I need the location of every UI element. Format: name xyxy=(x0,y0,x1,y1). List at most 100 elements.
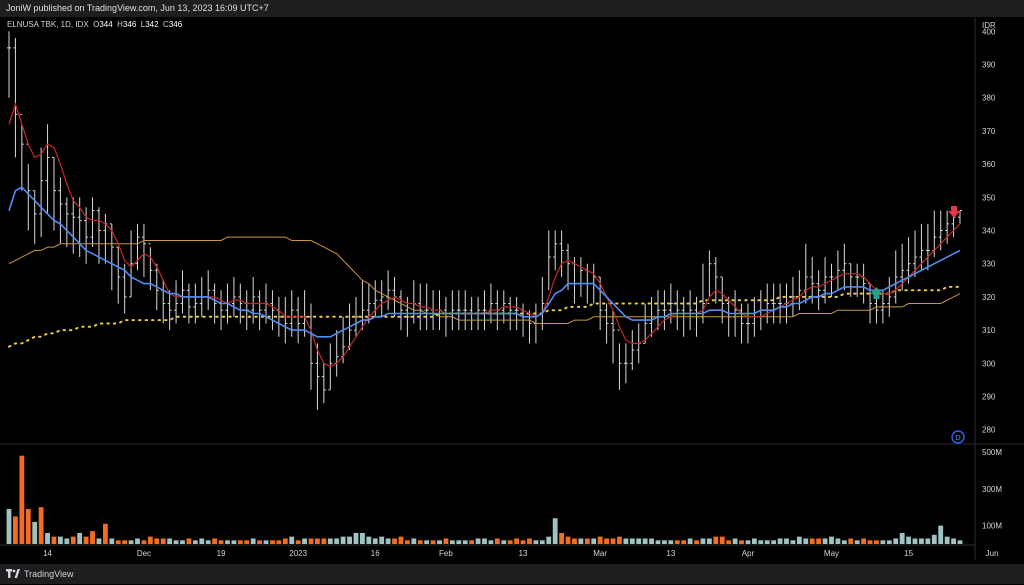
ohlc-bar xyxy=(206,270,211,311)
volume-bar xyxy=(276,540,282,544)
ohlc-bar xyxy=(32,190,37,244)
volume-bar xyxy=(584,538,590,544)
footer-brand[interactable]: TradingView xyxy=(24,569,74,579)
ohlc-bar xyxy=(790,276,795,317)
volume-bar xyxy=(154,538,160,544)
price-tick-label: 280 xyxy=(982,426,996,435)
ohlc-bar xyxy=(456,290,461,331)
volume-bar xyxy=(6,509,12,544)
volume-bar xyxy=(404,540,410,544)
ohlc-bar xyxy=(443,296,448,337)
currency-label: IDR xyxy=(982,21,996,30)
volume-bar xyxy=(360,532,365,544)
volume-bar xyxy=(572,538,577,544)
ohlc-bar xyxy=(733,290,738,337)
volume-bar xyxy=(777,538,783,544)
volume-bar xyxy=(57,536,63,544)
ohlc-bar xyxy=(546,230,551,305)
volume-bar xyxy=(494,538,500,544)
volume-bar xyxy=(225,540,230,544)
volume-bar xyxy=(527,538,532,544)
volume-bar xyxy=(809,538,815,544)
ohlc-bar xyxy=(611,310,616,364)
volume-bar xyxy=(565,536,571,544)
ohlc-bar xyxy=(720,276,725,324)
ohlc-bar xyxy=(321,363,326,404)
volume-bar xyxy=(186,538,192,544)
volume-bar xyxy=(893,538,899,544)
ohlc-bar xyxy=(649,296,654,337)
volume-bar xyxy=(295,540,301,544)
price-tick-label: 300 xyxy=(982,359,996,368)
close-label: C xyxy=(163,20,169,29)
volume-bar xyxy=(321,538,327,544)
volume-bar xyxy=(25,509,31,544)
ohlc-bar xyxy=(193,283,198,324)
volume-bar xyxy=(244,540,250,544)
badge-ring xyxy=(951,430,965,444)
volume-bar xyxy=(19,455,25,544)
down-arrow-shape xyxy=(948,206,960,218)
tradingview-logo-icon[interactable] xyxy=(6,565,20,585)
ohlc-bar xyxy=(276,296,281,337)
ohlc-bar xyxy=(424,283,429,331)
volume-bar xyxy=(180,540,185,544)
ohlc-bar xyxy=(816,270,821,311)
ohlc-bar xyxy=(186,283,191,324)
ohlc-bar xyxy=(893,250,898,304)
ohlc-bar xyxy=(405,296,410,337)
volume-bar xyxy=(886,540,892,544)
ohlc-bar xyxy=(630,330,635,370)
dividend-badge-icon[interactable]: D xyxy=(951,430,965,444)
publisher-text: JoniW published on TradingView.com, Jun … xyxy=(6,3,269,13)
volume-bar xyxy=(308,538,314,544)
volume-bar xyxy=(257,540,263,544)
ohlc-bar xyxy=(945,210,950,244)
ohlc-bar xyxy=(309,303,314,390)
ohlc-bar xyxy=(527,310,532,344)
volume-bar xyxy=(539,540,545,544)
volume-bar xyxy=(135,538,140,544)
volume-bar xyxy=(822,538,828,544)
ohlc-bar xyxy=(347,303,352,351)
ohlc-bar xyxy=(925,223,930,271)
time-tick-label: 15 xyxy=(904,549,913,558)
volume-bar xyxy=(829,536,834,544)
volume-bar xyxy=(109,538,115,544)
ohlc-bar xyxy=(771,283,776,324)
volume-bar xyxy=(45,532,50,544)
open-label: O xyxy=(93,20,100,29)
footer-bar: TradingView xyxy=(0,564,1024,584)
ohlc-bar xyxy=(174,280,179,324)
ohlc-bar xyxy=(566,243,571,291)
volume-bar xyxy=(218,540,224,544)
up-arrow-shape xyxy=(870,287,883,299)
ohlc-bar xyxy=(803,243,808,304)
ohlc-bar xyxy=(251,276,256,324)
ohlc-bar xyxy=(199,276,204,317)
volume-bar xyxy=(629,538,635,544)
volume-bar xyxy=(51,536,57,544)
volume-bar xyxy=(231,540,237,544)
volume-bar xyxy=(327,538,333,544)
ohlc-bar xyxy=(501,290,506,324)
ohlc-bar xyxy=(231,276,236,317)
volume-bar xyxy=(906,536,912,544)
ohlc-bar xyxy=(636,323,641,364)
ohlc-bar xyxy=(591,263,596,304)
price-tick-label: 360 xyxy=(982,160,996,169)
price-tick-label: 390 xyxy=(982,60,996,69)
publisher-header: JoniW published on TradingView.com, Jun … xyxy=(0,0,1024,17)
ohlc-bar xyxy=(829,263,834,297)
ohlc-bar xyxy=(84,207,89,264)
ohlc-bar xyxy=(585,263,590,304)
ohlc-bar xyxy=(540,276,545,331)
time-tick-label: Feb xyxy=(439,549,453,558)
volume-bar xyxy=(315,538,320,544)
price-tick-label: 330 xyxy=(982,260,996,269)
ohlc-bar xyxy=(797,270,802,311)
ohlc-bar xyxy=(103,213,108,264)
volume-bar xyxy=(636,538,642,544)
volume-bar xyxy=(617,536,622,544)
